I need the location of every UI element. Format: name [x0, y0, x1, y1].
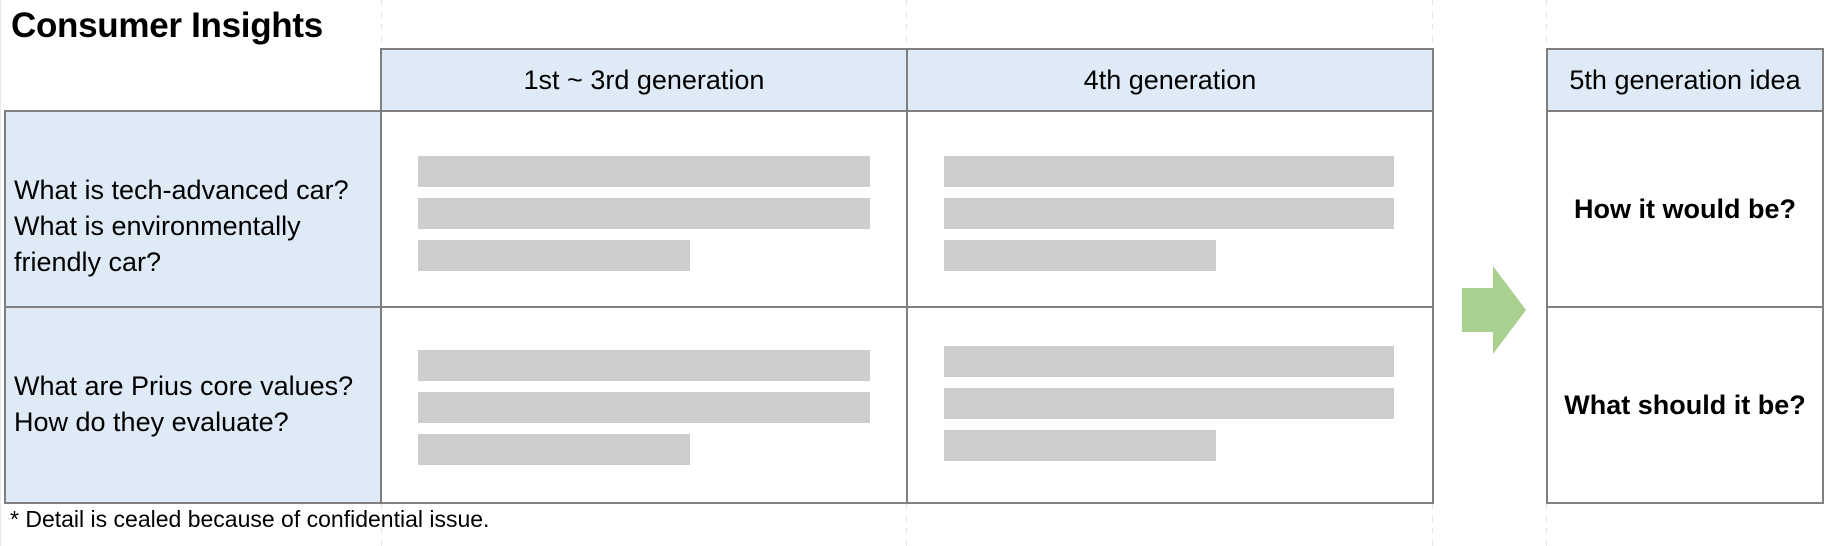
row-label-line: What is tech-advanced car?	[14, 175, 349, 205]
row-label-core-values: What are Prius core values? How do they …	[4, 306, 382, 504]
redacted-bar	[418, 392, 870, 423]
redacted-bar	[418, 198, 870, 229]
redacted-bar	[418, 434, 690, 465]
row-label-line: What is environmentally	[14, 211, 301, 241]
row-label-line: friendly car?	[14, 247, 162, 277]
redacted-bar	[944, 430, 1216, 461]
cell-gen-4-row-2	[906, 306, 1434, 504]
row-label-line: How do they evaluate?	[14, 407, 289, 437]
redacted-bar	[944, 240, 1216, 271]
footnote: * Detail is cealed because of confidenti…	[10, 506, 490, 532]
cell-gen-1-3-row-2	[380, 306, 908, 504]
gen-5-question-row-2: What should it be?	[1546, 306, 1824, 504]
cell-gen-4-row-1	[906, 110, 1434, 308]
redacted-bar	[418, 156, 870, 187]
column-header-gen-4: 4th generation	[906, 48, 1434, 112]
column-header-gen-1-3: 1st ~ 3rd generation	[380, 48, 908, 112]
row-label-line: What are Prius core values?	[14, 371, 354, 401]
redacted-bar	[418, 240, 690, 271]
gen-5-question-row-1: How it would be?	[1546, 110, 1824, 308]
redacted-bar	[944, 156, 1394, 187]
column-header-gen-5-idea: 5th generation idea	[1546, 48, 1824, 112]
page-title: Consumer Insights	[11, 6, 323, 45]
redacted-bar	[418, 350, 870, 381]
row-label-tech-environment: What is tech-advanced car? What is envir…	[4, 110, 382, 308]
cell-gen-1-3-row-1	[380, 110, 908, 308]
redacted-bar	[944, 198, 1394, 229]
redacted-bar	[944, 346, 1394, 377]
redacted-bar	[944, 388, 1394, 419]
right-arrow-icon	[1462, 266, 1526, 354]
